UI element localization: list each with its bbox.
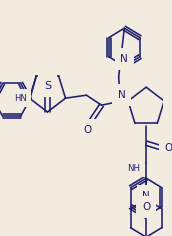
Text: O: O [83,125,92,135]
Text: O: O [142,202,150,212]
Text: S: S [44,81,51,91]
Text: NH: NH [127,164,141,173]
Text: N: N [142,191,150,201]
Text: N: N [120,54,128,64]
Text: N: N [118,90,125,100]
Text: O: O [165,143,172,153]
Text: HN: HN [14,94,26,103]
